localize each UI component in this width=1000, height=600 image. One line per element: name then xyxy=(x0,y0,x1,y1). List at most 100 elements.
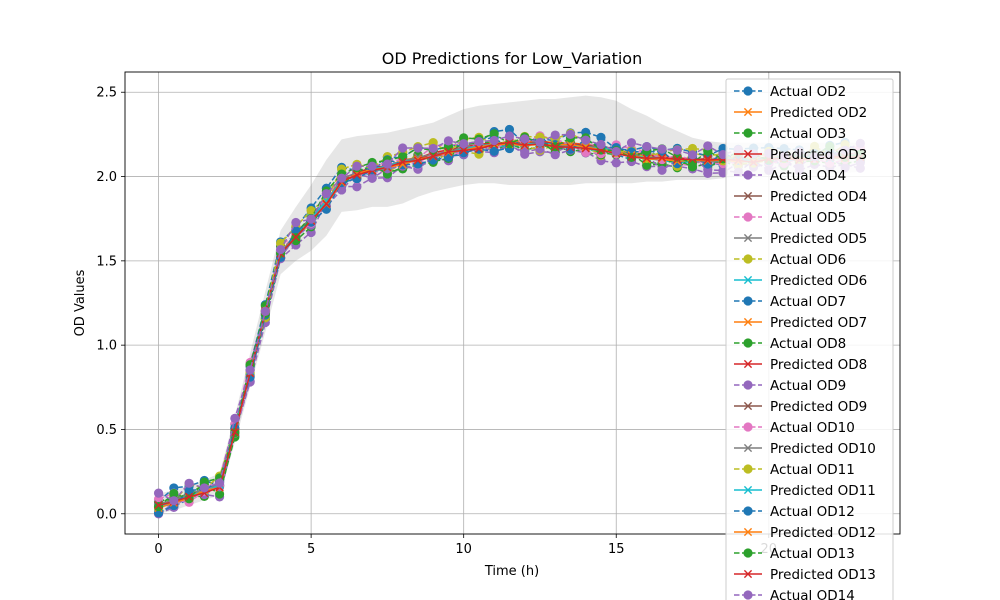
legend-entry: Actual OD3 xyxy=(734,126,846,142)
prediction-marker xyxy=(291,233,300,242)
data-point xyxy=(535,137,545,147)
data-point xyxy=(657,165,667,175)
legend-entry: Actual OD13 xyxy=(734,546,855,562)
legend-entry: Actual OD4 xyxy=(734,168,846,184)
prediction-marker xyxy=(398,157,407,167)
legend-marker xyxy=(743,401,753,411)
data-point xyxy=(611,158,621,168)
data-point xyxy=(596,132,606,142)
data-point xyxy=(321,189,331,199)
prediction-marker xyxy=(413,156,423,165)
prediction-marker xyxy=(581,143,590,152)
legend-label: Predicted OD8 xyxy=(770,357,867,373)
prediction-marker xyxy=(673,155,682,164)
legend-label: Actual OD10 xyxy=(770,420,855,436)
legend-label: Predicted OD2 xyxy=(770,105,867,121)
y-tick-label: 2.0 xyxy=(96,170,117,185)
legend-entry: Predicted OD12 xyxy=(734,525,876,541)
data-point xyxy=(153,501,164,512)
legend-label: Predicted OD12 xyxy=(770,525,876,541)
data-point xyxy=(520,134,530,144)
data-point xyxy=(382,159,393,169)
legend-marker xyxy=(743,422,753,432)
legend-marker xyxy=(743,191,753,201)
legend-box xyxy=(725,78,894,600)
legend-marker xyxy=(743,590,753,600)
y-tick-label: 1.5 xyxy=(96,254,117,269)
legend-label: Actual OD2 xyxy=(770,84,846,100)
data-point xyxy=(611,146,621,157)
legend-marker xyxy=(743,170,753,180)
legend-label: Predicted OD4 xyxy=(770,189,867,205)
legend-marker xyxy=(743,506,753,516)
x-tick-label: 15 xyxy=(608,542,625,557)
legend-entry: Actual OD6 xyxy=(734,252,846,268)
data-point xyxy=(321,204,331,214)
legend-marker xyxy=(743,485,753,495)
data-point xyxy=(214,478,225,488)
legend-label: Predicted OD9 xyxy=(770,399,867,415)
data-point xyxy=(596,139,606,150)
data-point xyxy=(718,149,728,160)
legend-label: Predicted OD7 xyxy=(770,315,867,331)
data-point xyxy=(398,143,408,153)
legend-label: Actual OD5 xyxy=(770,210,846,226)
confidence-band xyxy=(158,95,861,514)
legend-label: Actual OD8 xyxy=(770,336,846,352)
data-point xyxy=(230,413,240,423)
data-point xyxy=(718,165,728,176)
legend-label: Actual OD3 xyxy=(770,126,846,142)
legend-entry: Predicted OD2 xyxy=(734,105,867,121)
data-point xyxy=(352,182,362,192)
data-point xyxy=(489,129,499,139)
legend-label: Actual OD4 xyxy=(770,168,846,184)
data-point xyxy=(443,136,454,146)
data-point xyxy=(565,129,576,139)
data-point xyxy=(306,214,316,224)
legend-marker xyxy=(743,317,753,327)
data-point xyxy=(687,143,698,154)
chart-title: OD Predictions for Low_Variation xyxy=(382,49,642,69)
y-tick-label: 0.0 xyxy=(96,507,117,522)
data-point xyxy=(672,145,682,155)
legend-entry: Predicted OD5 xyxy=(734,231,867,247)
y-tick-label: 0.5 xyxy=(96,423,117,438)
prediction-marker xyxy=(184,492,194,501)
prediction-marker xyxy=(459,146,468,155)
y-tick-label: 1.0 xyxy=(96,339,117,354)
data-point xyxy=(703,141,713,151)
prediction-marker xyxy=(566,143,575,152)
legend-marker xyxy=(743,338,753,348)
data-point xyxy=(565,144,576,154)
legend-entry: Predicted OD13 xyxy=(734,567,876,583)
legend: Actual OD2 Predicted OD2 Actual OD3 Predict… xyxy=(725,78,894,600)
legend-marker xyxy=(743,233,753,243)
x-tick-label: 10 xyxy=(455,542,472,557)
data-point xyxy=(153,488,164,498)
prediction-marker xyxy=(444,147,453,156)
legend-label: Actual OD14 xyxy=(770,588,855,600)
legend-label: Predicted OD10 xyxy=(770,441,876,457)
data-point xyxy=(398,152,408,162)
y-axis-label: OD Values xyxy=(73,269,88,336)
data-point xyxy=(504,131,515,141)
data-point xyxy=(184,486,194,496)
data-point xyxy=(504,124,515,135)
data-point xyxy=(337,173,347,183)
data-point xyxy=(169,496,179,506)
data-point xyxy=(276,244,286,255)
data-point xyxy=(169,488,179,499)
legend-marker xyxy=(743,527,753,537)
legend-marker xyxy=(743,548,753,558)
data-point xyxy=(642,141,652,152)
data-point xyxy=(504,139,515,149)
legend-label: Actual OD7 xyxy=(770,294,846,310)
legend-entry: Actual OD10 xyxy=(734,420,855,436)
legend-entry: Actual OD11 xyxy=(734,462,855,478)
data-point xyxy=(489,135,499,146)
legend-entry: Actual OD12 xyxy=(734,504,855,520)
legend-entry: Predicted OD9 xyxy=(734,399,867,415)
legend-label: Predicted OD6 xyxy=(770,273,867,289)
legend-marker xyxy=(743,275,753,285)
legend-marker xyxy=(743,443,753,453)
